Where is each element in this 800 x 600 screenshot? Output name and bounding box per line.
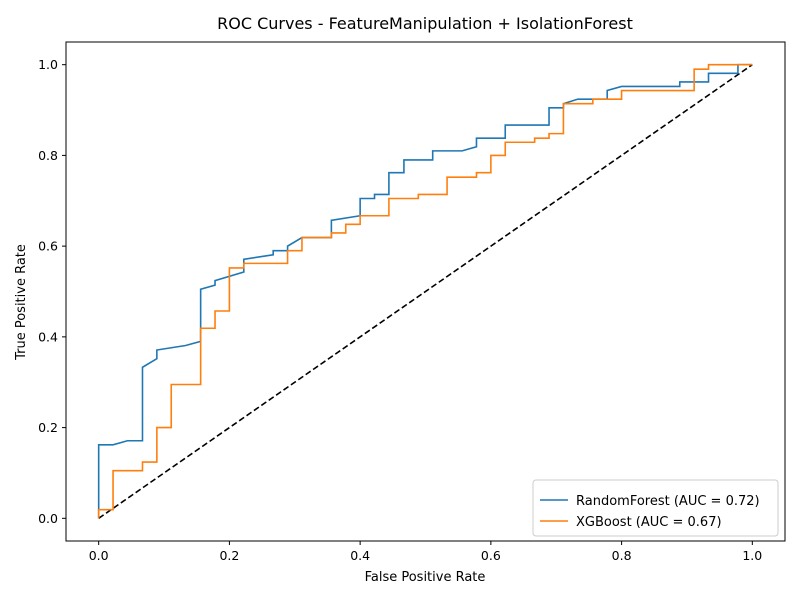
- axes-frame: [65, 41, 786, 542]
- x-tick-label: 0.2: [219, 548, 239, 563]
- y-tick-label: 0.6: [38, 239, 58, 254]
- chance-reference-line: [98, 64, 753, 519]
- reference-line-group: [98, 64, 753, 519]
- series-group: [97, 63, 753, 519]
- y-tick-label: 0.2: [38, 420, 58, 435]
- y-tick-label: 0.4: [38, 329, 58, 344]
- x-axis-label: False Positive Rate: [365, 570, 486, 585]
- y-tick-label: 1.0: [38, 57, 58, 72]
- series-line-randomforest: [97, 63, 753, 519]
- legend-label-randomforest: RandomForest (AUC = 0.72): [576, 494, 760, 509]
- series-line-xgboost: [97, 63, 753, 519]
- x-tick-label: 1.0: [742, 548, 762, 563]
- x-tick-label: 0.8: [612, 548, 632, 563]
- y-tick-label: 0.0: [38, 511, 58, 526]
- x-tick-label: 0.0: [89, 548, 109, 563]
- x-tick-label: 0.6: [481, 548, 501, 563]
- plot-area: 0.0 0.2 0.4 0.6 0.8 1.0 0.0 0.2 0.4 0.6 0.8 1.0: [38, 41, 786, 563]
- x-tick-label: 0.4: [350, 548, 370, 563]
- x-ticks: 0.0 0.2 0.4 0.6 0.8 1.0: [89, 541, 762, 563]
- y-tick-label: 0.8: [38, 148, 58, 163]
- legend-label-xgboost: XGBoost (AUC = 0.67): [576, 515, 722, 530]
- legend-frame: [532, 479, 779, 537]
- y-axis-label: True Positive Rate: [14, 244, 29, 361]
- y-ticks: 0.0 0.2 0.4 0.6 0.8 1.0: [38, 57, 66, 526]
- chart-title: ROC Curves - FeatureManipulation + Isola…: [217, 14, 633, 33]
- legend: RandomForest (AUC = 0.72) XGBoost (AUC =…: [532, 479, 779, 537]
